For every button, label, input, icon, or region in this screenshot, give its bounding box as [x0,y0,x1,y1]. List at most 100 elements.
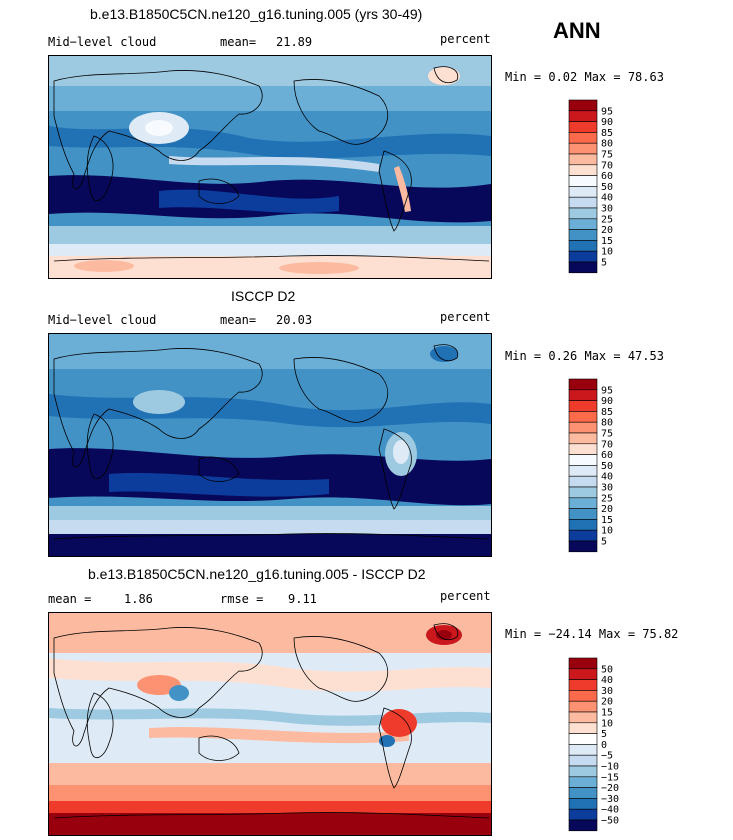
panel2-units: percent [440,310,491,324]
panel3-rmse-label: rmse = [220,592,264,606]
panel1-colorbar-swatch [568,207,598,220]
panel3-minmax: Min = −24.14 Max = 75.82 [505,627,679,641]
panel2-colorbar-swatch [568,378,598,391]
panel2-mean-value: 20.03 [276,313,313,327]
panel3-colorbar-tick-label: 30 [601,686,613,697]
panel2-colorbar-swatch [568,400,598,412]
panel1-colorbar-tick-label: 85 [601,128,613,139]
panel1-colorbar-swatch [568,175,598,187]
panel2-map [48,333,492,557]
panel3-colorbar-swatch [568,754,598,767]
panel3-colorbar-swatch [568,722,598,734]
panel3-mean-value: 1.86 [124,592,153,606]
panel3-colorbar-tick-label: −5 [601,751,613,762]
panel2-colorbar-tick-label: 50 [601,461,613,472]
panel2-colorbar-tick-label: 70 [601,439,613,450]
panel1-map [48,55,492,279]
panel3-colorbar-tick-label: −20 [601,783,619,794]
panel1-colorbar-tick-label: 30 [601,204,613,215]
panel2-mean-label: mean= [220,313,257,327]
panel2-colorbar-tick-label: 85 [601,407,613,418]
panel3-colorbar-swatch [568,765,598,778]
panel1-units: percent [440,32,491,46]
panel3-colorbar-swatch [568,733,598,745]
panel2-colorbar-swatch [568,497,598,509]
panel1-colorbar-tick-label: 90 [601,117,613,128]
panel3-colorbar-tick-label: 15 [601,708,613,719]
panel2-colorbar-swatch [568,475,598,488]
panel1-colorbar-swatch [568,261,598,274]
panel2-colorbar-tick-label: 60 [601,450,613,461]
panel3-colorbar: 50 40 30 20 15 10 5 0 −5 −10 −15 −20 −30 −40 −50 [567,656,637,832]
panel1-colorbar: 95 90 85 80 75 70 60 50 40 30 25 20 15 10 5 [567,98,637,274]
panel2-colorbar-tick-label: 80 [601,418,613,429]
panel1-colorbar-tick-label: 25 [601,214,613,225]
panel3-colorbar-tick-label: −50 [601,816,619,827]
panel1-minmax: Min = 0.02 Max = 78.63 [505,70,664,84]
panel1-colorbar-tick-label: 10 [601,247,613,258]
panel2-colorbar-swatch [568,454,598,466]
panel2-colorbar-tick-label: 20 [601,504,613,515]
panel3-mean-label: mean = [48,592,92,606]
panel2-colorbar-tick-label: 25 [601,493,613,504]
panel1-colorbar-tick-label: 50 [601,182,613,193]
panel3-colorbar-tick-label: −40 [601,805,619,816]
panel1-colorbar-swatch [568,132,598,144]
panel2-colorbar-swatch [568,432,598,445]
panel3-colorbar-tick-label: 5 [601,729,607,740]
panel3-map [48,612,492,836]
panel1-colorbar-swatch [568,229,598,241]
panel3-rmse-value: 9.11 [288,592,317,606]
panel2-colorbar-tick-label: 15 [601,515,613,526]
panel1-field-label: Mid−level cloud [48,35,157,49]
panel3-colorbar-swatch [568,819,598,832]
panel3-colorbar-tick-label: −10 [601,762,619,773]
panel2-colorbar: 95 90 85 80 75 70 60 50 40 30 25 20 15 10 5 [567,377,637,553]
panel2-colorbar-swatch [568,443,598,455]
panel1-colorbar-tick-label: 80 [601,139,613,150]
panel2-colorbar-swatch [568,411,598,423]
panel2-colorbar-swatch [568,508,598,520]
panel1-colorbar-swatch [568,164,598,176]
panel3-colorbar-tick-label: 20 [601,697,613,708]
panel1-colorbar-swatch [568,99,598,112]
panel3-colorbar-swatch [568,787,598,799]
panel1-mean-label: mean= [220,35,257,49]
panel2-field-label: Mid−level cloud [48,313,157,327]
panel3-colorbar-swatch [568,776,598,788]
panel3-colorbar-swatch [568,657,598,670]
panel1-colorbar-tick-label: 95 [601,106,613,117]
panel2-minmax: Min = 0.26 Max = 47.53 [505,349,664,363]
panel3-colorbar-tick-label: 40 [601,675,613,686]
panel1-colorbar-tick-label: 75 [601,150,613,161]
panel2-colorbar-tick-label: 30 [601,483,613,494]
panel1-mean-value: 21.89 [276,35,313,49]
panel1-colorbar-tick-label: 15 [601,236,613,247]
panel3-colorbar-swatch [568,668,598,680]
panel3-colorbar-swatch [568,711,598,724]
panel2-colorbar-swatch [568,486,598,499]
panel1-colorbar-swatch [568,196,598,209]
panel2-colorbar-tick-label: 95 [601,385,613,396]
season-label: ANN [553,18,601,43]
panel1-colorbar-swatch [568,240,598,252]
panel2-colorbar-tick-label: 40 [601,472,613,483]
panel1-colorbar-swatch [568,153,598,166]
panel3-colorbar-swatch [568,744,598,756]
panel3-colorbar-tick-label: 10 [601,718,613,729]
panel2-title: ISCCP D2 [231,288,296,304]
panel2-colorbar-swatch [568,465,598,477]
panel3-colorbar-swatch [568,798,598,810]
panel2-colorbar-tick-label: 10 [601,526,613,537]
panel1-colorbar-swatch [568,121,598,133]
panel1-colorbar-swatch [568,142,598,155]
panel3-colorbar-tick-label: −15 [601,772,619,783]
panel2-colorbar-swatch [568,540,598,553]
panel1-colorbar-tick-label: 5 [601,258,607,269]
panel1-colorbar-swatch [568,250,598,263]
panel3-colorbar-tick-label: 0 [601,740,607,751]
panel3-colorbar-swatch [568,679,598,691]
panel1-colorbar-tick-label: 40 [601,193,613,204]
panel2-colorbar-tick-label: 90 [601,396,613,407]
panel1-colorbar-swatch [568,110,598,122]
